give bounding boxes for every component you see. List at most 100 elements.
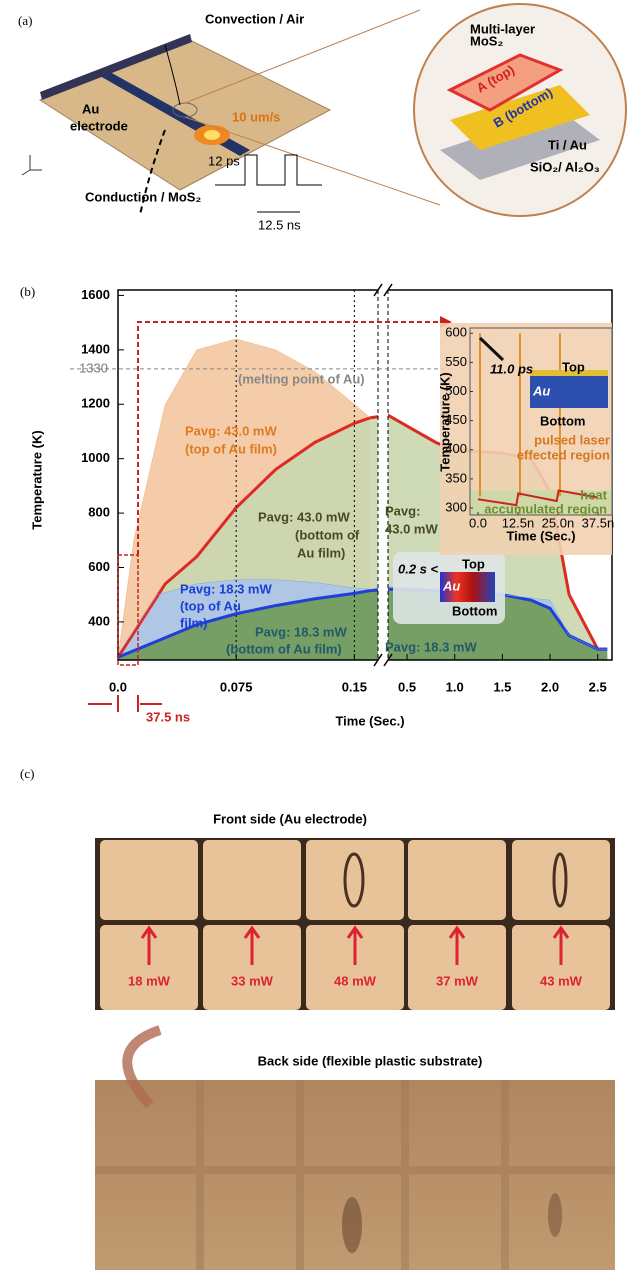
y-tick-label: 1200 — [81, 396, 110, 411]
pointer — [139, 129, 166, 216]
layer-oxide — [440, 110, 600, 180]
inset-y-tick-label: 350 — [445, 470, 467, 485]
melting-tick: 1330 — [79, 360, 108, 375]
label: 12.5 ns — [258, 217, 301, 232]
y-tick-label: 1600 — [81, 287, 110, 302]
annotation: Pavg: 18.3 mW — [385, 639, 477, 654]
panel-label: (b) — [20, 284, 35, 299]
electrode-cell — [408, 925, 506, 1010]
inset-y-tick-label: 450 — [445, 412, 467, 427]
axes-icon — [21, 155, 42, 176]
x-tick-label: 2.0 — [541, 679, 559, 694]
power-label: 48 mW — [334, 973, 377, 988]
inset-y-tick-label: 600 — [445, 325, 467, 340]
layer-mos2 — [446, 53, 564, 112]
arrow — [448, 925, 466, 965]
label: Au — [442, 578, 460, 593]
inset-heat-top — [530, 370, 608, 376]
flip-arrow — [122, 1025, 162, 1109]
annotation: (top of Au — [180, 598, 241, 613]
x-tick-label: 2.5 — [589, 679, 607, 694]
label: Bottom — [452, 603, 498, 618]
inset-y-label: Temperature (K) — [437, 372, 452, 471]
melting-label: (melting point of Au) — [238, 371, 365, 386]
damage-mark — [343, 852, 365, 908]
annotation: Au film) — [297, 545, 345, 560]
label: accumulated region — [484, 501, 607, 516]
label: 11.0 ps — [490, 361, 533, 376]
electrode-cell — [203, 925, 301, 1010]
x-tick-label: 1.5 — [493, 679, 511, 694]
axis-break — [378, 282, 388, 668]
panel-b: (b) 400 600 800 1000 1200 1400 1600 0.0 0.075 0.1… — [20, 282, 614, 728]
damage-mark — [342, 1197, 362, 1253]
inset-heat-map — [530, 370, 608, 408]
heat-map — [440, 572, 495, 602]
x-axis-label: Time (Sec.) — [335, 713, 404, 728]
inset-frame — [469, 327, 613, 516]
series-area-edge — [117, 338, 371, 658]
power-label: 33 mW — [231, 973, 274, 988]
label: SiO₂/ Al₂O₃ — [530, 159, 600, 174]
inset-x-tick-label: 37.5n — [582, 515, 615, 530]
x-tick-label: 0.0 — [109, 679, 127, 694]
inset-x-tick-label: 25.0n — [542, 515, 575, 530]
label: MoS₂ — [470, 33, 503, 48]
annotation: (bottom of — [295, 527, 360, 542]
zoom-line — [184, 116, 441, 206]
electrode-cell — [100, 925, 198, 1010]
break-mark — [383, 283, 393, 297]
inset-x-tick-label: 0.0 — [469, 515, 487, 530]
annotation: (bottom of Au film) — [226, 641, 342, 656]
electrode-cell — [306, 840, 404, 920]
label: Top — [462, 556, 485, 571]
pulse-train — [215, 154, 322, 186]
inset-y-tick-label: 500 — [445, 383, 467, 398]
back-grid — [95, 1080, 615, 1270]
label: effected region — [517, 447, 610, 462]
panel-a: (a) Convection / Air Au electrode 10 um/… — [18, 3, 627, 232]
pointer — [478, 336, 505, 362]
x-tick-label: 0.5 — [398, 679, 416, 694]
electrode-cell — [408, 840, 506, 920]
label: Ti / Au — [548, 137, 587, 152]
y-axis-label: Temperature (K) — [29, 430, 44, 529]
x-tick-label: 0.075 — [220, 679, 253, 694]
arrow — [346, 925, 364, 965]
annotation: (top of Au film) — [185, 441, 277, 456]
arrow — [140, 925, 158, 965]
label: Multi-layer — [470, 21, 535, 36]
zoom-line — [184, 9, 421, 104]
label: Convection / Air — [205, 11, 304, 26]
label: electrode — [70, 118, 128, 133]
y-tick-label: 800 — [88, 505, 110, 520]
annotation: Pavg: 43.0 mW — [258, 509, 350, 524]
label: heat — [580, 487, 607, 502]
label: Au — [532, 383, 550, 398]
zoom-box — [117, 554, 139, 666]
electrode-cell — [306, 925, 404, 1010]
inset-x-label: Time (Sec.) — [506, 528, 575, 543]
panel-c: (c) Front side (Au electrode) 18 mW 33 mW… — [20, 766, 615, 1270]
laser-spot — [204, 130, 220, 140]
label: 12 ps — [208, 153, 240, 168]
annotation: Pavg: 43.0 mW — [185, 423, 277, 438]
delay-arrows — [88, 695, 162, 712]
break-mark — [373, 283, 383, 297]
power-label: 37 mW — [436, 973, 479, 988]
inset-x-tick-label: 12.5n — [502, 515, 535, 530]
label: Bottom — [540, 413, 586, 428]
electrode-cell — [512, 840, 610, 920]
annotation: Pavg: 18.3 mW — [180, 581, 272, 596]
electrode-bar — [40, 34, 192, 100]
delay-label: 37.5 ns — [146, 709, 190, 724]
y-tick-label: 600 — [88, 559, 110, 574]
damage-mark — [552, 852, 568, 908]
power-label: 18 mW — [128, 973, 171, 988]
break-mark — [373, 653, 383, 667]
damage-mark — [548, 1193, 562, 1237]
arrow — [243, 925, 261, 965]
photo-title: Back side (flexible plastic substrate) — [258, 1053, 483, 1068]
